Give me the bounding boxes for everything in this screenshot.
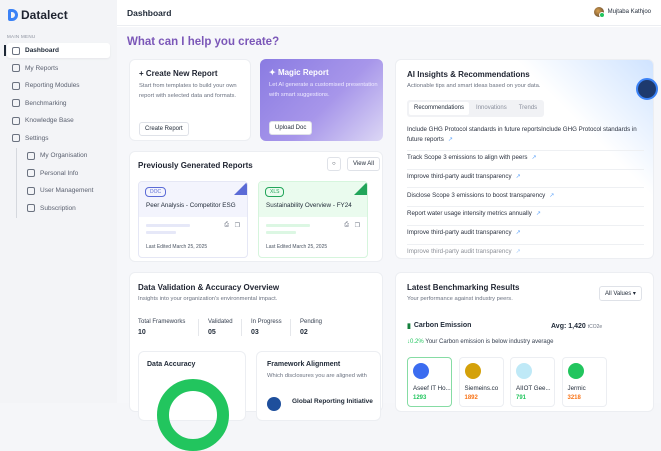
pie-chart-icon bbox=[12, 99, 20, 107]
gri-logo-icon bbox=[267, 397, 281, 411]
external-link-icon[interactable]: ↗ bbox=[535, 211, 541, 218]
ai-insights-card: AI Insights & Recommendations Actionable… bbox=[395, 59, 658, 259]
logo[interactable]: Datalect bbox=[8, 8, 68, 22]
file-corner bbox=[234, 182, 247, 195]
header: Dashboard Mujtaba Kathjoo bbox=[117, 0, 661, 26]
report-icon bbox=[12, 64, 20, 72]
peer-card[interactable]: AIIOT Gee... 791 bbox=[510, 357, 555, 407]
sidebar: Datalect MAIN MENU Dashboard My Reports Re… bbox=[0, 0, 117, 403]
external-link-icon[interactable]: ↗ bbox=[549, 192, 555, 199]
tab-recommendations[interactable]: Recommendations bbox=[409, 102, 470, 115]
divider bbox=[16, 148, 17, 218]
recommendation-item[interactable]: Disclose Scope 3 emissions to boost tran… bbox=[407, 191, 644, 208]
sidebar-item-knowledge-base[interactable]: Knowledge Base bbox=[7, 113, 110, 128]
download-icon[interactable]: ⎙ bbox=[344, 222, 349, 228]
external-link-icon[interactable]: ↗ bbox=[447, 136, 453, 143]
external-link-icon[interactable]: ↗ bbox=[515, 249, 521, 255]
sidebar-item-personal-info[interactable]: Personal Info bbox=[22, 166, 112, 181]
users-icon bbox=[27, 186, 35, 195]
download-icon[interactable]: ⎙ bbox=[224, 222, 229, 228]
company-logo-icon bbox=[567, 363, 584, 379]
values-filter-dropdown[interactable]: All Values ▾ bbox=[599, 286, 642, 301]
dashboard-icon bbox=[12, 46, 20, 55]
accuracy-gauge bbox=[157, 379, 229, 451]
sidebar-item-reporting-modules[interactable]: Reporting Modules bbox=[7, 78, 110, 93]
file-type-badge: XLS bbox=[265, 187, 285, 197]
sidebar-item-my-organisation[interactable]: My Organisation bbox=[22, 148, 112, 163]
report-card[interactable]: DOC Peer Analysis - Competitor ESG ⎙ ❐ La… bbox=[138, 181, 248, 258]
external-link-icon[interactable]: ↗ bbox=[531, 155, 537, 161]
external-link-icon[interactable]: ↗ bbox=[515, 173, 521, 180]
caret-down-icon: ▾ bbox=[632, 291, 636, 297]
stat-in-progress: In Progress 03 bbox=[241, 319, 282, 336]
arrow-down-icon: ↓ bbox=[407, 339, 410, 345]
sidebar-item-my-reports[interactable]: My Reports bbox=[7, 61, 110, 76]
file-type-badge: DOC bbox=[145, 187, 167, 197]
recommendation-item[interactable]: Track Scope 3 emissions to align with pe… bbox=[407, 153, 644, 170]
menu-section-label: MAIN MENU bbox=[7, 34, 36, 39]
report-name: Peer Analysis - Competitor ESG bbox=[146, 202, 236, 209]
sidebar-item-user-management[interactable]: User Management bbox=[22, 183, 112, 198]
sidebar-item-settings[interactable]: Settings bbox=[7, 131, 110, 146]
user-icon bbox=[27, 169, 35, 177]
sparkle-icon: ✦ bbox=[269, 68, 278, 77]
stat-total-frameworks: Total Frameworks 10 bbox=[138, 319, 186, 336]
modules-icon bbox=[12, 81, 20, 90]
copy-icon[interactable]: ❐ bbox=[354, 223, 360, 229]
previous-reports-card: Previously Generated Reports ○ View All … bbox=[129, 151, 383, 262]
data-validation-card: Data Validation & Accuracy Overview Insi… bbox=[129, 272, 383, 451]
create-report-button[interactable]: Create Report bbox=[139, 122, 189, 136]
file-corner bbox=[354, 182, 367, 195]
tab-trends[interactable]: Trends bbox=[518, 105, 538, 111]
search-button[interactable]: ○ bbox=[327, 157, 341, 171]
report-card[interactable]: XLS Sustainability Overview - FY24 ⎙ ❐ La… bbox=[258, 181, 368, 258]
user-menu[interactable]: Mujtaba Kathjoo bbox=[593, 7, 651, 18]
stat-validated: Validated 05 bbox=[198, 319, 233, 336]
tab-innovations[interactable]: Innovations bbox=[476, 105, 507, 111]
upload-doc-button[interactable]: Upload Doc bbox=[269, 121, 313, 135]
peer-card[interactable]: Jermic 3218 bbox=[561, 357, 607, 407]
avatar bbox=[593, 7, 605, 18]
copy-icon[interactable]: ❐ bbox=[234, 223, 240, 229]
benchmarking-card: Latest Benchmarking Results Your perform… bbox=[395, 272, 654, 412]
external-link-icon[interactable]: ↗ bbox=[515, 230, 521, 237]
recommendation-item[interactable]: Report water usage intensity metrics ann… bbox=[407, 209, 644, 226]
report-name: Sustainability Overview - FY24 bbox=[266, 202, 352, 209]
view-all-button[interactable]: View All bbox=[347, 157, 380, 171]
peer-card[interactable]: Siemeins.co 1892 bbox=[458, 357, 504, 407]
main-heading: What can I help you create? bbox=[127, 36, 280, 48]
framework-alignment-panel: Framework Alignment Which disclosures yo… bbox=[256, 351, 381, 421]
robot-icon bbox=[636, 78, 658, 100]
logo-icon bbox=[8, 9, 18, 21]
company-logo-icon bbox=[516, 363, 532, 379]
create-report-card: + Create New Report Start from templates… bbox=[129, 59, 251, 141]
bank-icon bbox=[27, 151, 35, 160]
plus-icon: + bbox=[139, 69, 146, 78]
search-icon: ○ bbox=[332, 161, 336, 167]
company-logo-icon bbox=[413, 363, 429, 379]
sidebar-item-benchmarking[interactable]: Benchmarking bbox=[7, 96, 110, 111]
recommendation-item[interactable]: Improve third-party audit transparency ↗ bbox=[407, 228, 644, 245]
sidebar-item-subscription[interactable]: Subscription bbox=[22, 201, 112, 216]
sidebar-item-dashboard[interactable]: Dashboard bbox=[4, 43, 110, 58]
company-logo-icon bbox=[464, 363, 481, 379]
recommendation-item[interactable]: Improve third-party audit transparency ↗ bbox=[407, 172, 644, 189]
insights-tabs: Recommendations Innovations Trends bbox=[407, 100, 545, 117]
peer-card[interactable]: Aseef IT Ho... 1293 bbox=[407, 357, 452, 407]
gear-icon bbox=[12, 134, 20, 142]
carbon-icon: ▮ bbox=[407, 323, 411, 330]
book-icon bbox=[12, 116, 20, 125]
page-title: Dashboard bbox=[127, 8, 172, 18]
magic-report-card: ✦ Magic Report Let AI generate a customi… bbox=[260, 59, 383, 141]
recommendation-item[interactable]: Include GHG Protocol standards in future… bbox=[407, 125, 644, 151]
stat-pending: Pending 02 bbox=[290, 319, 322, 336]
data-accuracy-panel: Data Accuracy bbox=[138, 351, 246, 451]
recommendation-item[interactable]: Improve third-party audit transparency ↗ bbox=[407, 248, 521, 255]
calendar-icon bbox=[27, 204, 35, 212]
